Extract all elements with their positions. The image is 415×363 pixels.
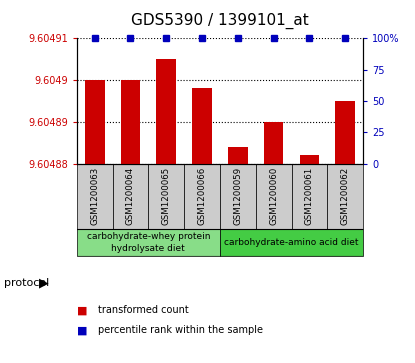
Bar <box>156 59 176 164</box>
Text: GSM1200066: GSM1200066 <box>198 167 207 225</box>
Bar <box>77 229 220 256</box>
Text: ▶: ▶ <box>39 277 49 290</box>
Text: ■: ■ <box>77 305 87 315</box>
Bar <box>291 164 327 229</box>
Text: carbohydrate-whey protein
hydrolysate diet: carbohydrate-whey protein hydrolysate di… <box>87 232 210 253</box>
Text: GSM1200061: GSM1200061 <box>305 167 314 225</box>
Bar <box>77 164 112 229</box>
Bar <box>220 229 363 256</box>
Bar <box>85 80 105 164</box>
Text: percentile rank within the sample: percentile rank within the sample <box>98 325 264 335</box>
Text: GSM1200065: GSM1200065 <box>162 167 171 225</box>
Bar <box>327 164 363 229</box>
Bar <box>264 122 283 164</box>
Text: ■: ■ <box>77 325 87 335</box>
Text: protocol: protocol <box>4 278 49 288</box>
Text: GDS5390 / 1399101_at: GDS5390 / 1399101_at <box>131 13 309 29</box>
Text: GSM1200060: GSM1200060 <box>269 167 278 225</box>
Text: GSM1200063: GSM1200063 <box>90 167 99 225</box>
Text: transformed count: transformed count <box>98 305 189 315</box>
Bar <box>149 164 184 229</box>
Bar <box>184 164 220 229</box>
Text: GSM1200064: GSM1200064 <box>126 167 135 225</box>
Bar <box>228 147 248 164</box>
Bar <box>220 164 256 229</box>
Text: GSM1200059: GSM1200059 <box>233 167 242 225</box>
Bar <box>112 164 149 229</box>
Bar <box>121 80 140 164</box>
Bar <box>192 88 212 164</box>
Text: carbohydrate-amino acid diet: carbohydrate-amino acid diet <box>224 238 359 247</box>
Bar <box>256 164 291 229</box>
Text: GSM1200062: GSM1200062 <box>341 167 350 225</box>
Bar <box>335 101 355 164</box>
Bar <box>300 155 319 164</box>
